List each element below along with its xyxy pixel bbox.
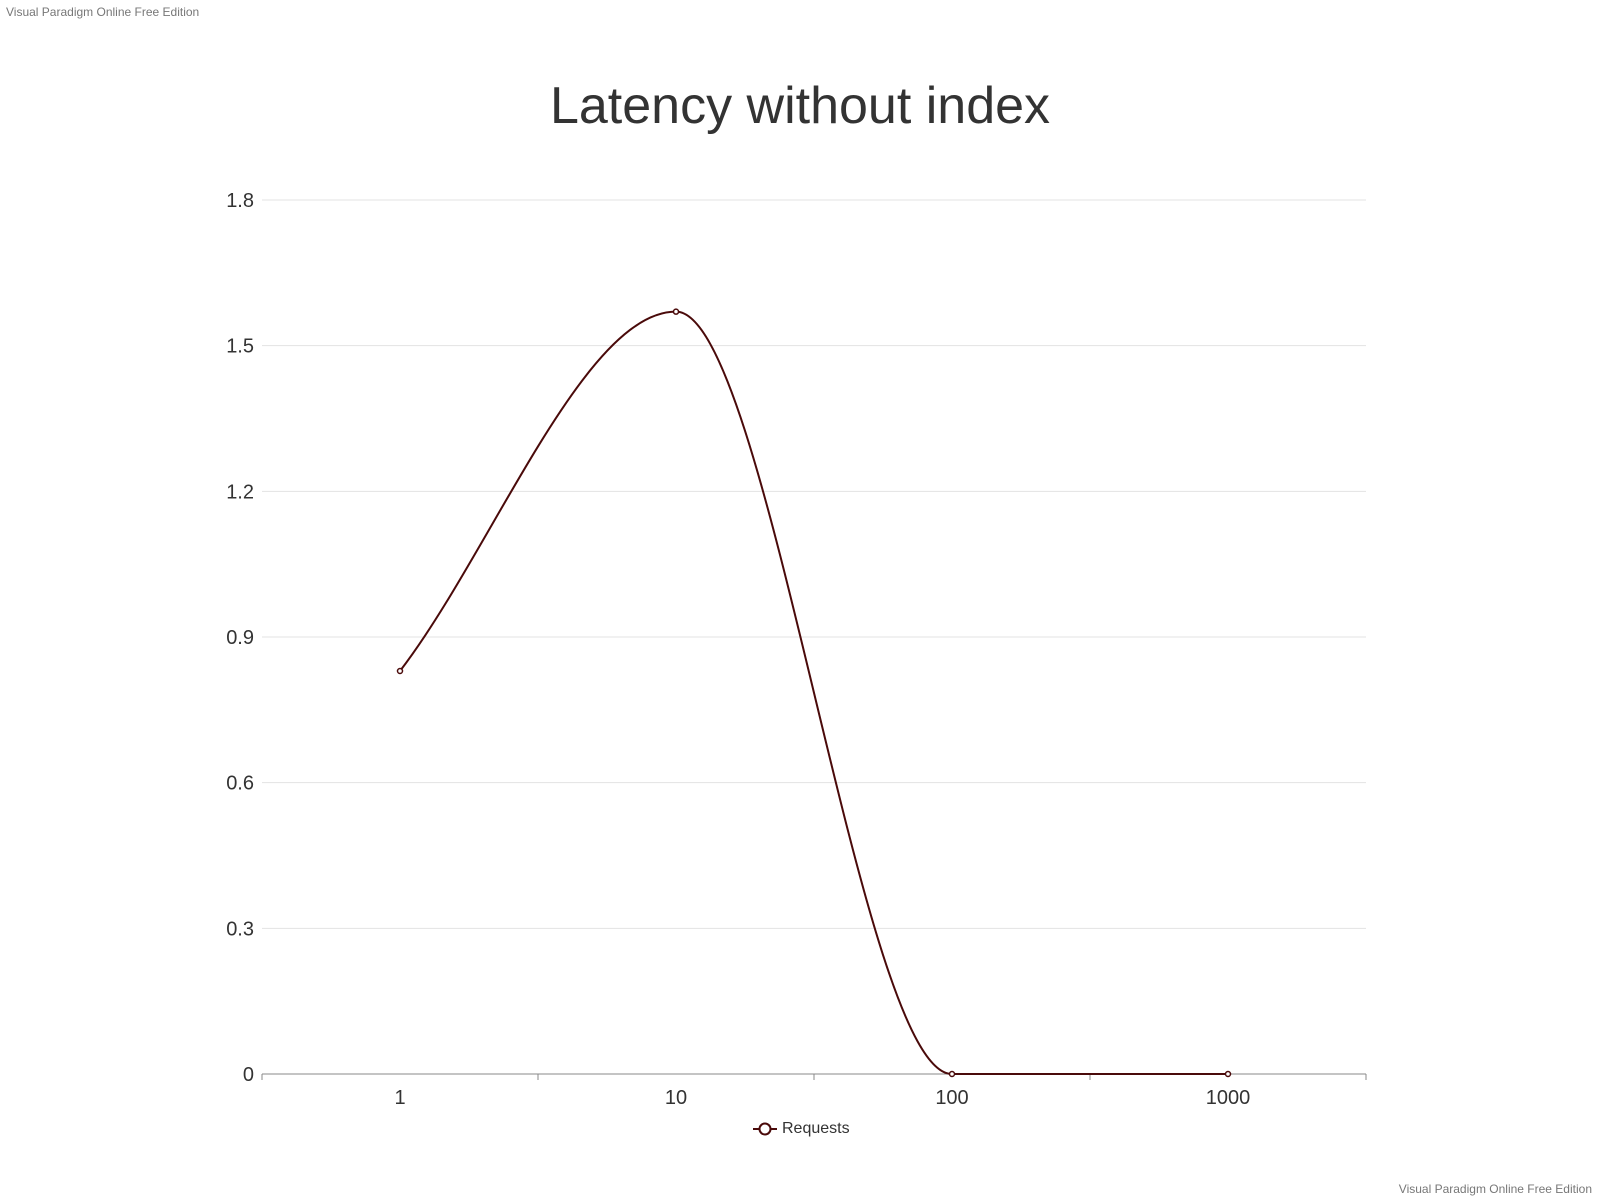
x-tick-label: 1: [394, 1087, 405, 1109]
y-tick-label: 1.8: [226, 190, 254, 212]
watermark-bottom: Visual Paradigm Online Free Edition: [1398, 1182, 1592, 1196]
y-tick-label: 0.9: [226, 627, 254, 649]
y-tick-label: 0.3: [226, 918, 254, 940]
data-point: [396, 667, 404, 675]
legend: Requests: [752, 1120, 850, 1138]
data-point: [1224, 1070, 1232, 1078]
series-line: [399, 310, 1228, 1076]
x-tick-label: 100: [935, 1087, 968, 1109]
y-tick-label: 0.6: [226, 773, 254, 795]
y-tick-label: 1.5: [226, 336, 254, 358]
x-tick-label: 10: [665, 1087, 687, 1109]
y-tick-label: 0: [243, 1064, 254, 1086]
x-tick-label: 1000: [1206, 1087, 1251, 1109]
y-tick-label: 1.2: [226, 481, 254, 503]
legend-marker-icon: [753, 1122, 777, 1136]
watermark-top: Visual Paradigm Online Free Edition: [6, 5, 200, 19]
data-point: [948, 1070, 956, 1078]
legend-label: Requests: [782, 1120, 850, 1137]
chart-title: Latency without index: [549, 77, 1051, 135]
data-point: [672, 308, 680, 315]
